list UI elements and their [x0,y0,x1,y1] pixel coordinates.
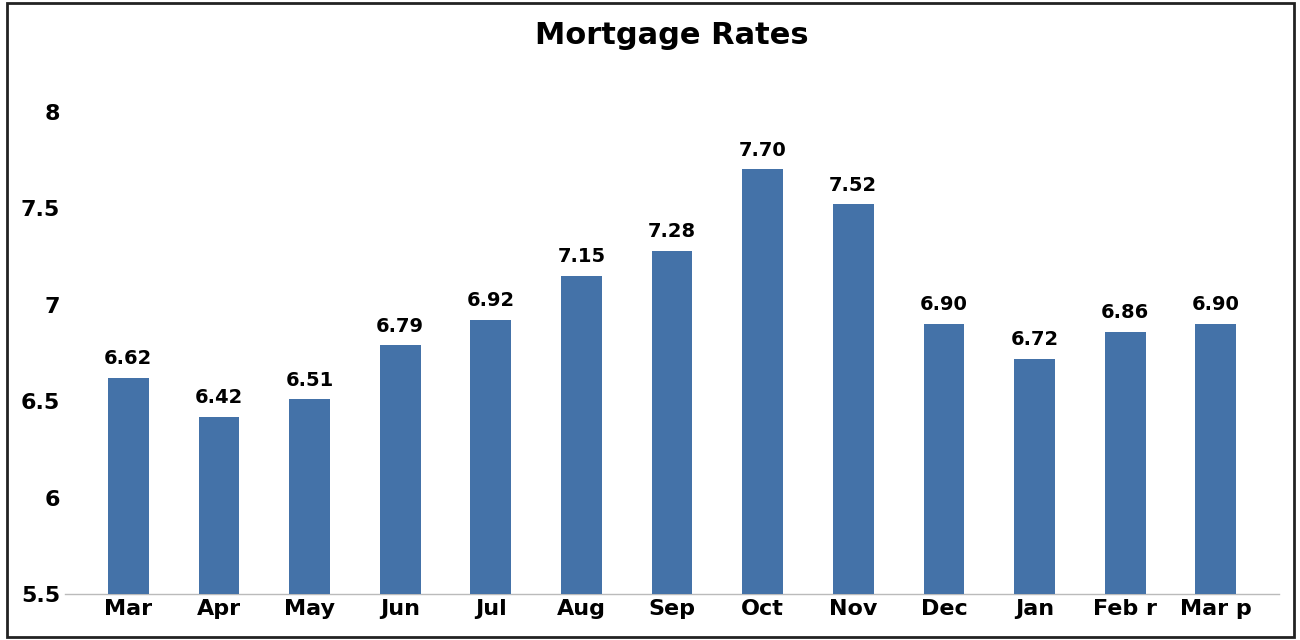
Text: 6.90: 6.90 [1192,295,1240,314]
Text: 7.52: 7.52 [829,175,878,195]
Bar [923,324,965,640]
Text: 6.86: 6.86 [1101,303,1149,322]
Bar [380,345,421,640]
Text: 7.70: 7.70 [738,141,786,160]
Bar [833,204,874,640]
Text: 6.90: 6.90 [920,295,967,314]
Bar [562,276,602,640]
Bar [289,399,330,640]
Bar [108,378,148,640]
Title: Mortgage Rates: Mortgage Rates [536,21,809,50]
Text: 6.72: 6.72 [1010,330,1058,349]
Text: 7.15: 7.15 [558,247,606,266]
Bar [199,417,239,640]
Bar [1014,359,1054,640]
Bar [1195,324,1236,640]
Text: 6.62: 6.62 [104,349,152,369]
Text: 6.51: 6.51 [286,371,334,390]
Text: 7.28: 7.28 [647,222,696,241]
Text: 6.92: 6.92 [467,291,515,310]
Bar [1105,332,1145,640]
Bar [471,320,511,640]
Bar [742,170,783,640]
Text: 6.79: 6.79 [376,317,424,335]
Bar [651,251,693,640]
Text: 6.42: 6.42 [195,388,243,407]
